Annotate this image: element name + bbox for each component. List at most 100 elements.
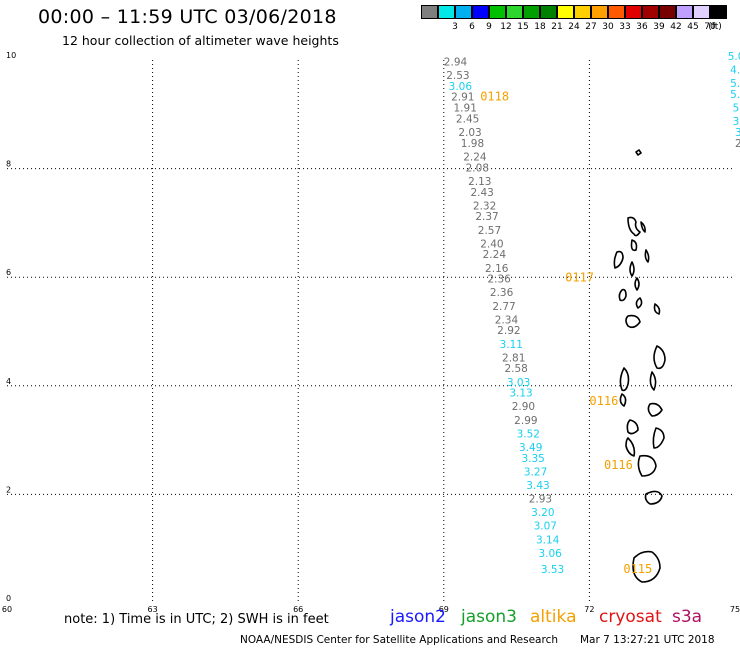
chart-title: 00:00 – 11:59 UTC 03/06/2018 bbox=[38, 6, 337, 28]
lon-tick-label: 60 bbox=[2, 605, 12, 614]
wave-height-value: 3.53 bbox=[541, 564, 564, 576]
axis-tick-labels: 60 63 66 69 72 75 0 2 4 6 8 10 bbox=[2, 51, 740, 614]
island-outline bbox=[629, 261, 635, 277]
legend-swatch bbox=[472, 5, 489, 19]
wave-height-value: 3.07 bbox=[534, 521, 557, 533]
wave-height-value: 2.94 bbox=[444, 56, 468, 68]
legend-label: 12 bbox=[500, 22, 512, 32]
wave-height-value: 3. bbox=[735, 127, 740, 139]
lon-tick-label: 75 bbox=[730, 605, 740, 614]
color-legend: 3 6 9 12 15 18 21 24 27 30 33 36 39 42 45 70 (ft) bbox=[421, 5, 729, 39]
legend-swatch bbox=[421, 5, 438, 19]
island-outline bbox=[618, 288, 627, 302]
time-label: 0118 bbox=[480, 90, 509, 104]
wave-height-value: 2.58 bbox=[504, 363, 527, 375]
island-outline bbox=[644, 490, 663, 505]
time-label: 0117 bbox=[565, 271, 594, 285]
island-outline bbox=[634, 277, 640, 291]
wave-height-value: 2.32 bbox=[473, 200, 496, 212]
legend-swatch bbox=[523, 5, 540, 19]
legend-swatch bbox=[710, 5, 727, 19]
wave-height-value: 5. bbox=[733, 103, 740, 115]
legend-swatch bbox=[557, 5, 574, 19]
wave-height-value: 2.99 bbox=[514, 415, 537, 427]
island-outline bbox=[613, 250, 624, 269]
island-outline bbox=[653, 345, 666, 370]
legend-swatch bbox=[591, 5, 608, 19]
wave-height-value: 5. bbox=[730, 89, 740, 101]
wave-height-value: 3.13 bbox=[509, 388, 532, 400]
wave-height-value: 2.90 bbox=[512, 401, 535, 413]
legend-label: 42 bbox=[670, 22, 682, 32]
wave-height-value: 2.24 bbox=[483, 249, 507, 261]
legend-swatch bbox=[506, 5, 523, 19]
legend-label: 70 bbox=[704, 22, 716, 32]
lat-tick-label: 0 bbox=[6, 594, 11, 603]
wave-height-labels: 2.942.533.062.911.912.452.031.982.242.08… bbox=[444, 51, 740, 576]
legend-swatch bbox=[438, 5, 455, 19]
legend-label: 3 bbox=[452, 22, 458, 32]
legend-label: 39 bbox=[653, 22, 665, 32]
legend-altika: altika bbox=[530, 607, 577, 627]
wave-height-value: 2. bbox=[735, 138, 740, 150]
wave-height-value: 2.93 bbox=[529, 494, 552, 506]
legend-jason3: jason3 bbox=[461, 607, 517, 627]
wave-height-value: 2.08 bbox=[466, 162, 489, 174]
wave-height-value: 2.45 bbox=[456, 113, 479, 125]
island-outline bbox=[632, 550, 661, 583]
footer-credit: NOAA/NESDIS Center for Satellite Applica… bbox=[240, 634, 558, 646]
chart-subtitle: 12 hour collection of altimeter wave hei… bbox=[62, 33, 339, 48]
wave-height-value: 3.14 bbox=[536, 534, 560, 546]
legend-jason2: jason2 bbox=[390, 607, 446, 627]
legend-swatch bbox=[693, 5, 710, 19]
legend-label: 30 bbox=[602, 22, 614, 32]
wave-height-value: 2.34 bbox=[495, 314, 519, 326]
wave-height-value: 3.52 bbox=[517, 428, 540, 440]
wave-height-value: 2.91 bbox=[451, 92, 474, 104]
legend-label: 24 bbox=[568, 22, 580, 32]
wave-height-value: 3. bbox=[733, 116, 740, 128]
lat-tick-label: 8 bbox=[6, 160, 11, 169]
legend-swatch bbox=[608, 5, 625, 19]
wave-height-value: 2.92 bbox=[497, 325, 520, 337]
legend-swatch bbox=[659, 5, 676, 19]
island-outline bbox=[652, 427, 665, 449]
island-outline bbox=[637, 454, 657, 477]
wave-height-value: 3.03 bbox=[507, 377, 530, 389]
wave-height-value: 2.40 bbox=[480, 238, 503, 250]
island-outline bbox=[635, 149, 642, 156]
island-outline bbox=[649, 371, 657, 391]
wave-height-value: 3.27 bbox=[524, 466, 547, 478]
lon-tick-label: 72 bbox=[584, 605, 594, 614]
legend-label: 27 bbox=[585, 22, 597, 32]
lat-tick-label: 6 bbox=[6, 268, 11, 277]
wave-height-value: 2.36 bbox=[487, 274, 511, 286]
wave-height-value: 3.06 bbox=[449, 81, 473, 93]
wave-height-value: 2.81 bbox=[502, 352, 525, 364]
wave-height-value: 3.11 bbox=[500, 339, 523, 351]
island-outline bbox=[619, 367, 630, 392]
wave-height-value: 2.13 bbox=[468, 176, 491, 188]
legend-label: 18 bbox=[534, 22, 546, 32]
island-outline bbox=[630, 239, 638, 252]
wave-height-value: 3.43 bbox=[526, 480, 549, 492]
wave-height-value: 1.91 bbox=[454, 103, 477, 115]
island-outline bbox=[647, 402, 663, 417]
legend-unit-label: (ft) bbox=[708, 22, 722, 32]
island-outline bbox=[625, 314, 641, 329]
legend-swatch bbox=[642, 5, 659, 19]
maldives-islands bbox=[613, 149, 666, 583]
note-text: note: 1) Time is in UTC; 2) SWH is in fe… bbox=[64, 612, 329, 627]
wave-height-value: 1.98 bbox=[461, 138, 484, 150]
wave-height-value: 2.57 bbox=[478, 225, 501, 237]
wave-height-value: 5. bbox=[730, 78, 740, 90]
legend-label: 6 bbox=[469, 22, 475, 32]
wave-height-value: 2.24 bbox=[463, 151, 487, 163]
wave-height-value: 3.49 bbox=[519, 442, 542, 454]
legend-swatch bbox=[489, 5, 506, 19]
island-outline bbox=[635, 297, 643, 309]
legend-swatch bbox=[676, 5, 693, 19]
island-outline bbox=[627, 216, 641, 237]
lon-tick-label: 63 bbox=[148, 605, 158, 614]
